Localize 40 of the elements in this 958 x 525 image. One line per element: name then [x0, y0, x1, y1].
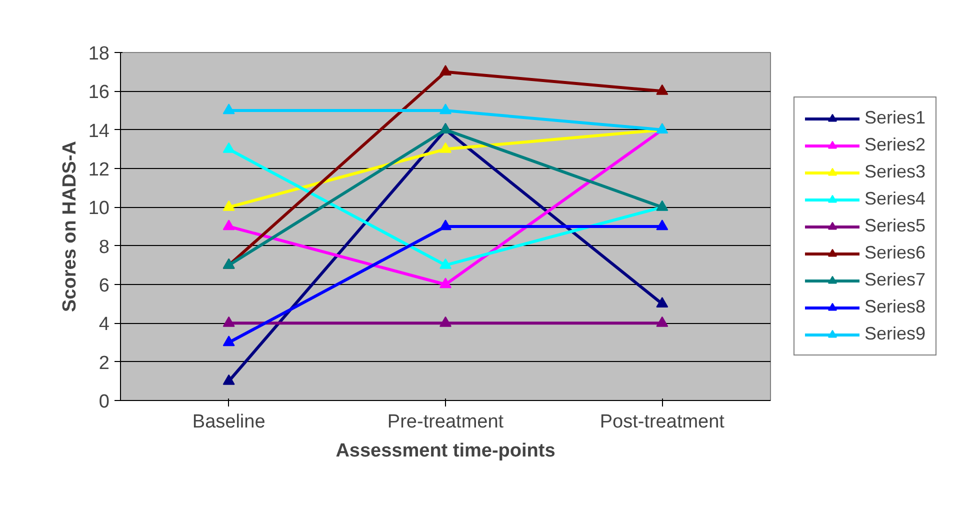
legend-label: Series7 — [864, 270, 926, 290]
point — [222, 142, 235, 153]
y-tick-label: 12 — [88, 160, 110, 180]
point — [440, 220, 452, 230]
point — [222, 104, 235, 114]
y-tick-label: 0 — [98, 392, 110, 412]
point — [222, 316, 235, 327]
y-axis-title: Scores on HADS-A — [59, 140, 80, 312]
y-tick-label: 14 — [88, 120, 110, 142]
legend-label: Series1 — [864, 108, 926, 128]
legend-label: Series9 — [864, 324, 926, 344]
point — [440, 316, 452, 327]
x-axis-title: Assessment time-points — [336, 440, 556, 462]
legend-label: Series5 — [864, 216, 926, 236]
y-tick-label: 4 — [98, 314, 110, 336]
y-tick-label: 6 — [98, 276, 110, 296]
legend-label: Series2 — [864, 134, 926, 156]
x-tick-label: Post-treatment — [600, 412, 726, 432]
y-tick-label: 8 — [98, 236, 110, 258]
y-tick-label: 2 — [98, 352, 110, 374]
point — [222, 336, 235, 346]
y-tick-label: 18 — [88, 44, 110, 64]
y-tick-label: 16 — [88, 82, 110, 104]
x-tick-label: Baseline — [192, 412, 266, 432]
point — [656, 84, 668, 95]
y-tick-label: 10 — [88, 198, 110, 220]
point — [222, 220, 235, 230]
legend-label: Series6 — [864, 242, 926, 264]
legend-label: Series3 — [864, 162, 926, 182]
point — [440, 258, 452, 269]
legend-label: Series4 — [864, 188, 926, 210]
point — [656, 220, 668, 230]
point — [440, 104, 452, 114]
legend-label: Series8 — [864, 296, 926, 318]
point — [656, 296, 668, 308]
x-tick-label: Pre-treatment — [387, 412, 504, 432]
point — [440, 64, 452, 76]
point — [656, 316, 668, 327]
point — [222, 374, 235, 385]
point — [440, 278, 452, 288]
